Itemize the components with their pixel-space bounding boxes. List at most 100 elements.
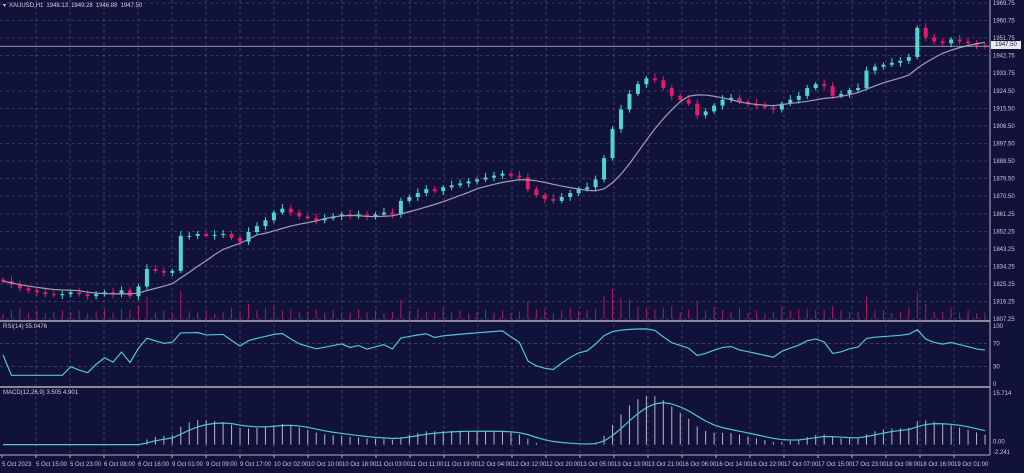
bull-candle [712,105,717,112]
bull-candle [119,290,124,295]
rsi-label: RSI(14) 55.0476 [3,324,48,330]
bull-candle [221,233,226,235]
bull-candle [720,99,725,106]
bear-candle [77,292,82,295]
bull-candle [906,56,911,61]
high-value: 1949.28 [71,3,93,9]
bull-candle [635,84,640,94]
bear-candle [695,103,700,116]
bear-candle [966,41,971,44]
bear-candle [1,279,5,282]
price-tick-label: 1951.75 [993,36,1015,42]
bull-candle [568,193,573,197]
price-tick-label: 1843.25 [993,247,1015,253]
bear-candle [229,233,234,238]
bull-candle [839,93,844,96]
bull-candle [788,99,793,104]
bull-candle [466,181,471,184]
bear-candle [51,294,56,296]
bull-candle [483,177,488,180]
time-tick-label: 17 Oct 23:00 [852,462,887,468]
time-tick-label: 12 Oct 20:00 [546,462,581,468]
price-tick-label: 1924.50 [993,89,1015,95]
time-tick-label: 5 Oct 15:00 [36,462,68,468]
bear-candle [288,208,293,213]
bull-candle [280,208,285,213]
bull-candle [94,294,99,297]
time-tick-label: 17 Oct 15:00 [818,462,853,468]
price-tick-label: 1807.25 [993,317,1015,323]
bull-candle [475,179,480,182]
time-tick-label: 6 Oct 16:00 [138,462,170,468]
bull-candle [856,88,861,91]
bull-candle [449,185,454,188]
bull-candle [373,214,378,217]
bull-candle [144,268,149,287]
bear-candle [771,107,776,110]
time-tick-label: 9 Oct 09:00 [206,462,238,468]
bear-candle [365,214,370,217]
bull-candle [872,66,877,71]
bear-candle [111,292,116,295]
bull-candle [136,286,141,297]
price-tick-label: 1825.25 [993,282,1015,288]
bull-candle [187,235,192,237]
time-tick-label: 6 Oct 08:00 [104,462,136,468]
bull-candle [195,233,200,236]
time-tick-label: 10 Oct 18:00 [342,462,377,468]
open-value: 1948.13 [46,3,69,9]
bull-candle [68,292,73,295]
triangle-down-icon[interactable]: ▾ [3,3,7,9]
symbol-label: XAUUSD,H1 [9,3,44,9]
bull-candle [898,60,903,63]
bear-candle [940,41,945,44]
bear-candle [238,237,243,242]
time-tick-label: 10 Oct 10:00 [308,462,343,468]
rsi-level-label: 30 [993,365,1000,371]
price-tick-label: 1933.75 [993,71,1015,77]
bull-candle [602,158,607,180]
time-tick-label: 12 Oct 12:00 [512,462,547,468]
close-value: 1947.50 [120,3,143,9]
bull-candle [492,175,496,178]
bear-candle [686,99,691,104]
bull-candle [170,270,175,273]
bear-candle [957,39,962,42]
bear-candle [508,173,513,176]
macd-signal-line [3,402,986,446]
bull-candle [729,97,734,100]
price-tick-label: 1879.50 [993,177,1015,183]
time-tick-label: 13 Oct 21:00 [648,462,683,468]
macd-axis-label: 15.714 [993,391,1012,397]
bull-candle [703,111,708,116]
time-tick-label: 16 Oct 14:00 [716,462,751,468]
time-tick-label: 5 Oct 2023 [2,462,32,468]
bear-candle [678,95,683,100]
bull-candle [246,231,251,242]
bull-candle [441,187,446,192]
bear-candle [652,78,657,81]
time-tick-label: 18 Oct 16:00 [920,462,955,468]
macd-axis-label: 0.00 [993,440,1005,446]
bear-candle [923,27,928,38]
bear-candle [551,198,556,201]
bear-candle [127,290,132,297]
rsi-level-label: 0 [993,382,997,388]
bear-candle [305,216,310,219]
bear-candle [297,212,302,217]
bear-candle [542,195,547,199]
bear-candle [153,268,158,271]
bull-candle [618,109,623,129]
low-value: 1946.88 [95,3,118,9]
time-tick-label: 11 Oct 19:00 [444,462,479,468]
time-tick-label: 10 Oct 02:00 [274,462,309,468]
bull-candle [398,200,403,215]
time-tick-label: 17 Oct 07:00 [784,462,819,468]
rsi-line [2,328,986,376]
time-tick-label: 16 Oct 06:00 [682,462,717,468]
bull-candle [585,187,590,190]
bull-candle [576,189,581,194]
bear-candle [204,233,209,236]
bull-candle [271,212,276,221]
